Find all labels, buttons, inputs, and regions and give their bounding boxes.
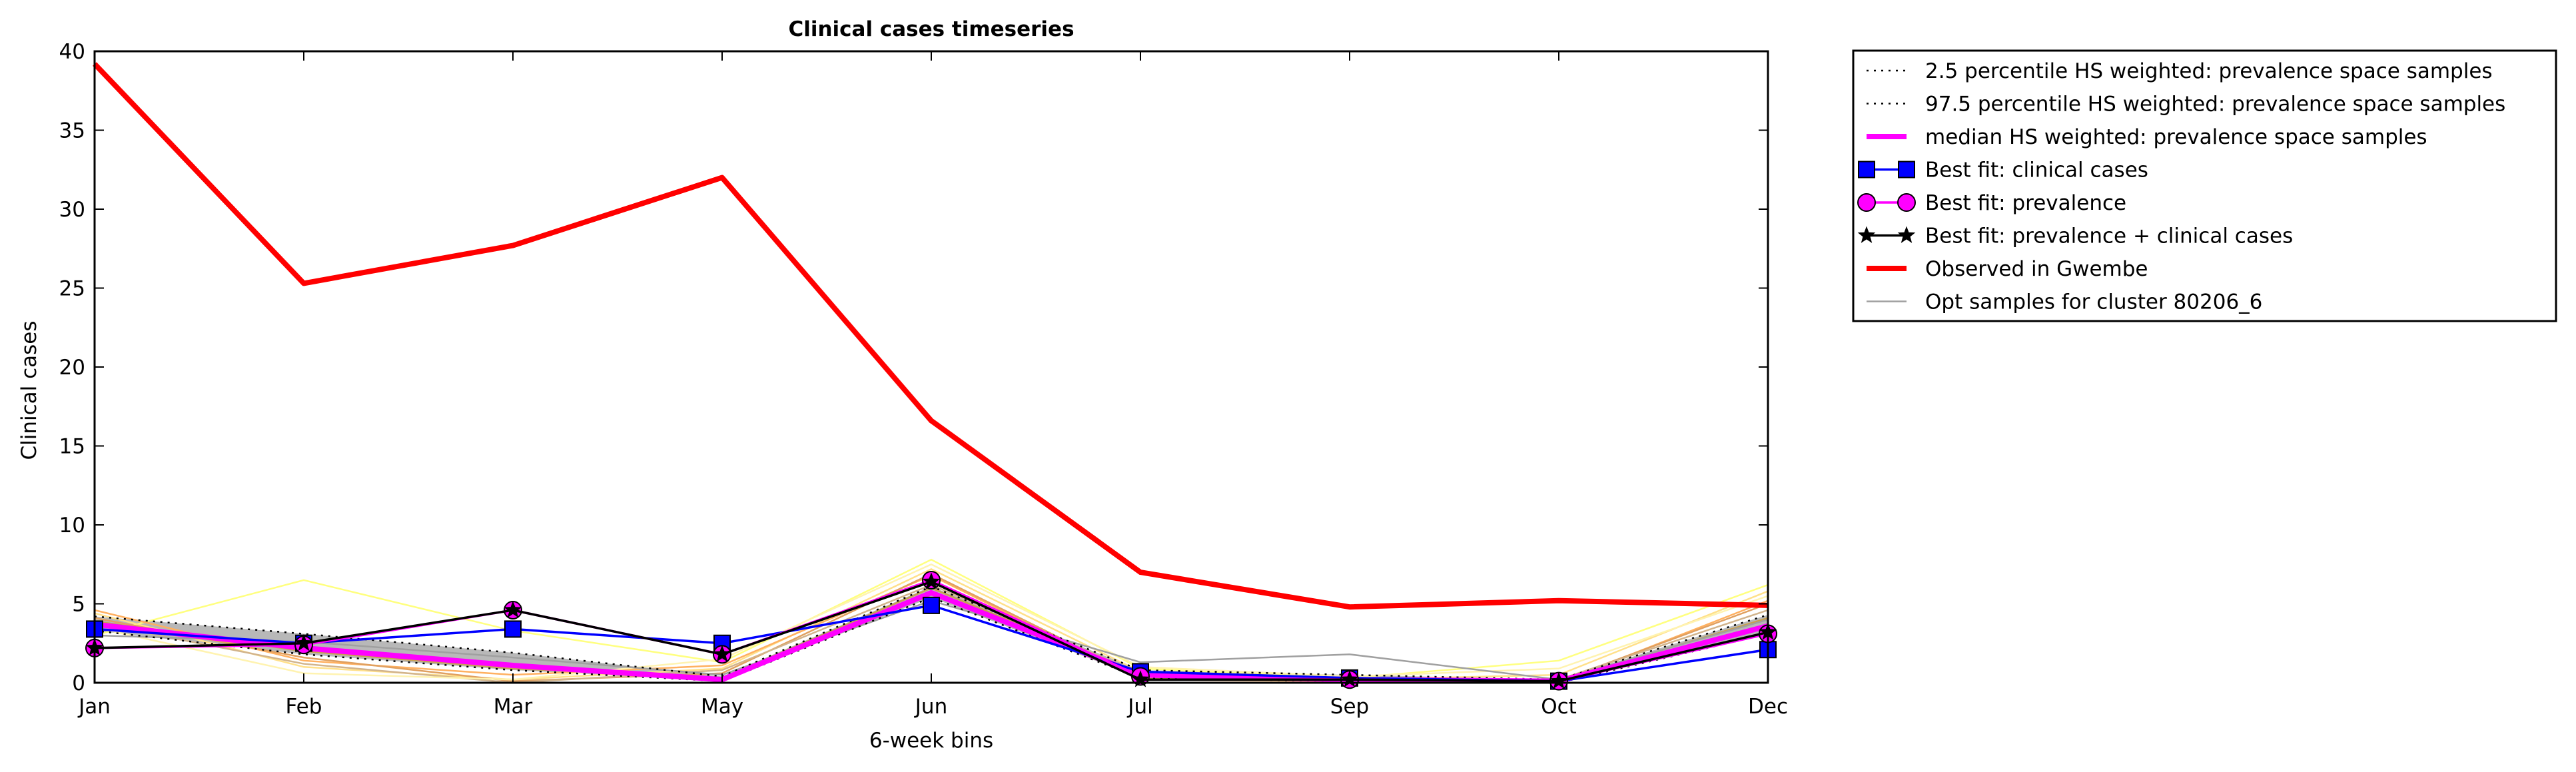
- y-tick-label: 0: [72, 671, 85, 695]
- legend-marker: [1858, 161, 1875, 179]
- legend-marker: [1857, 193, 1876, 212]
- legend-label: 2.5 percentile HS weighted: prevalence s…: [1925, 59, 2493, 83]
- x-tick-label: Feb: [286, 695, 322, 719]
- legend-label: median HS weighted: prevalence space sam…: [1925, 125, 2427, 149]
- legend-label: Observed in Gwembe: [1925, 257, 2148, 281]
- percentile-band: [95, 586, 1768, 683]
- best-both-marker: [294, 633, 313, 651]
- legend: 2.5 percentile HS weighted: prevalence s…: [1852, 49, 2557, 322]
- opt-sample-line-0: [94, 558, 1769, 679]
- legend-label: Best fit: prevalence: [1925, 191, 2126, 215]
- series-layer: [85, 62, 1777, 691]
- x-tick-label: Jul: [1126, 695, 1152, 719]
- y-axis-label: Clinical cases: [17, 320, 41, 460]
- legend-marker: [1897, 226, 1916, 243]
- legend-label: Best fit: prevalence + clinical cases: [1925, 224, 2293, 248]
- y-axis-ticks: 0 5 10 15 20 25 30 35 40: [59, 40, 1768, 695]
- best-both-marker: [922, 572, 941, 589]
- opt-sample-line-1: [94, 568, 1769, 681]
- x-axis-label: 6-week bins: [869, 729, 993, 753]
- legend-marker: [1857, 226, 1876, 243]
- y-tick-label: 20: [59, 356, 85, 380]
- y-tick-label: 30: [59, 198, 85, 222]
- x-tick-label: Dec: [1748, 695, 1788, 719]
- x-tick-label: Mar: [494, 695, 533, 719]
- best-clinical-marker: [923, 596, 940, 614]
- legend-label: Best fit: clinical cases: [1925, 159, 2148, 183]
- x-tick-label: Oct: [1541, 695, 1577, 719]
- x-axis-ticks: Jan Feb Mar May Jun Jul Sep Oct Dec: [77, 51, 1788, 719]
- chart-title: Clinical cases timeseries: [788, 17, 1074, 41]
- legend-label: Opt samples for cluster 80206_6: [1925, 290, 2262, 314]
- x-tick-label: Sep: [1330, 695, 1369, 719]
- series-observed-line: [93, 62, 1769, 610]
- series-percentile-2-5-line: [94, 596, 1769, 684]
- x-tick-label: Jun: [914, 695, 947, 719]
- y-tick-label: 35: [59, 119, 85, 143]
- y-tick-label: 25: [59, 277, 85, 301]
- x-tick-label: Jan: [77, 695, 111, 719]
- x-tick-label: May: [701, 695, 743, 719]
- legend-items: 2.5 percentile HS weighted: prevalence s…: [1857, 59, 2505, 314]
- best-clinical-marker: [504, 620, 522, 638]
- y-tick-label: 10: [59, 514, 85, 538]
- best-both-marker: [504, 600, 522, 618]
- y-tick-label: 40: [59, 40, 85, 64]
- legend-label: 97.5 percentile HS weighted: prevalence …: [1925, 93, 2505, 117]
- legend-box: [1852, 49, 2557, 322]
- y-tick-label: 5: [72, 593, 85, 617]
- best-both-marker: [713, 645, 731, 662]
- y-tick-label: 15: [59, 435, 85, 459]
- percentile-band-layer: [95, 586, 1768, 683]
- legend-marker: [1897, 193, 1916, 212]
- legend-marker: [1898, 161, 1915, 179]
